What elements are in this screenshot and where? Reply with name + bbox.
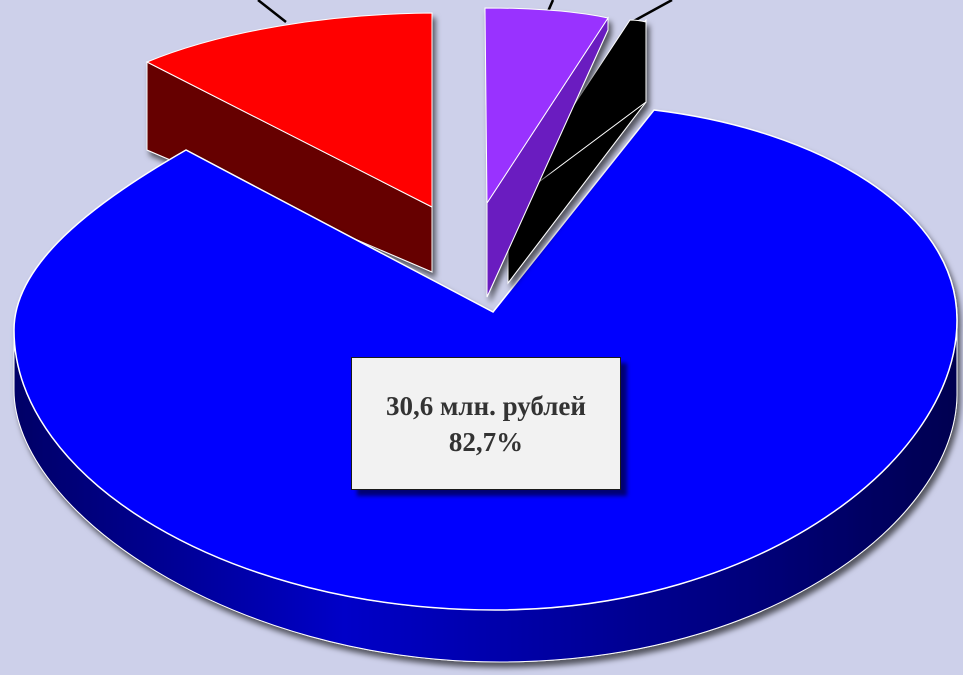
leader-line-red [257,0,287,23]
slice-purple-top [484,7,609,205]
data-label-blue: 30,6 млн. рублей 82,7% [351,357,621,490]
slice-red-top [145,12,433,208]
slice-purple [484,7,609,298]
data-label-percent: 82,7% [448,426,524,457]
slice-red [145,12,433,273]
data-label-value: 30,6 млн. рублей [386,390,586,421]
leader-line-black [631,0,673,24]
